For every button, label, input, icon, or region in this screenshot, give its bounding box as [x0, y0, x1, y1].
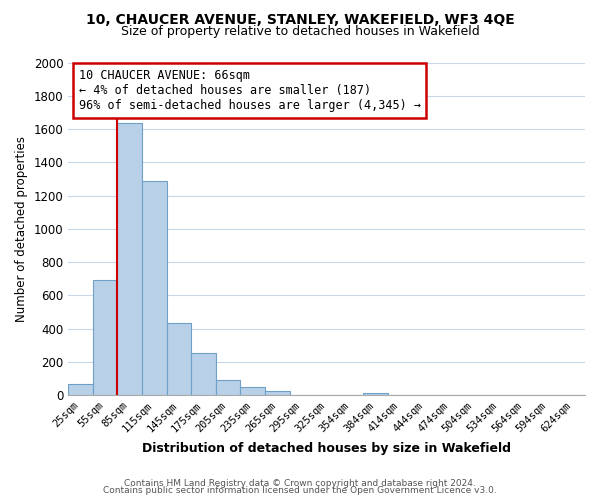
Bar [118, 123, 142, 395]
Text: Contains public sector information licensed under the Open Government Licence v3: Contains public sector information licen… [103, 486, 497, 495]
Bar [68, 384, 93, 395]
Bar [142, 182, 167, 395]
Text: 10 CHAUCER AVENUE: 66sqm
← 4% of detached houses are smaller (187)
96% of semi-d: 10 CHAUCER AVENUE: 66sqm ← 4% of detache… [79, 69, 421, 112]
Bar [93, 280, 118, 395]
Text: Contains HM Land Registry data © Crown copyright and database right 2024.: Contains HM Land Registry data © Crown c… [124, 478, 476, 488]
Bar [241, 386, 265, 395]
Y-axis label: Number of detached properties: Number of detached properties [15, 136, 28, 322]
Bar [265, 390, 290, 395]
Text: 10, CHAUCER AVENUE, STANLEY, WAKEFIELD, WF3 4QE: 10, CHAUCER AVENUE, STANLEY, WAKEFIELD, … [86, 12, 514, 26]
Text: Size of property relative to detached houses in Wakefield: Size of property relative to detached ho… [121, 25, 479, 38]
Bar [364, 392, 388, 395]
X-axis label: Distribution of detached houses by size in Wakefield: Distribution of detached houses by size … [142, 442, 511, 455]
Bar [167, 323, 191, 395]
Bar [216, 380, 241, 395]
Bar [191, 353, 216, 395]
